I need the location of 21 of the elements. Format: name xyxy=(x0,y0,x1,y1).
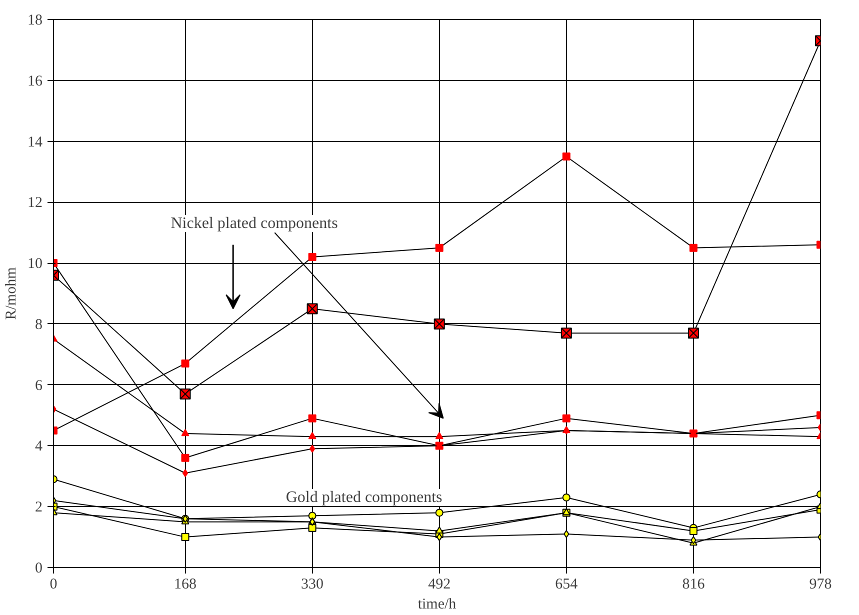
y-axis-title: R/mohm xyxy=(4,266,20,320)
x-tick-label: 654 xyxy=(555,576,578,592)
y-tick-label: 6 xyxy=(35,378,43,394)
y-tick-label: 14 xyxy=(28,134,43,150)
y-tick-label: 8 xyxy=(35,316,42,333)
annotation: Gold plated components xyxy=(286,488,442,506)
annotation: Nickel plated components xyxy=(170,214,338,232)
x-tick-label: 978 xyxy=(809,576,832,592)
x-tick-label: 168 xyxy=(174,576,197,592)
x-tick-label: 492 xyxy=(428,576,451,592)
x-tick-label: 0 xyxy=(50,576,58,592)
y-tick-label: 4 xyxy=(35,438,43,455)
x-tick-label: 330 xyxy=(301,576,324,592)
y-tick-label: 2 xyxy=(35,500,42,516)
y-tick-label: 12 xyxy=(28,195,42,212)
x-axis-title: time/h xyxy=(418,596,457,612)
x-tick-label: 816 xyxy=(682,576,706,592)
y-tick-label: 10 xyxy=(28,256,42,272)
y-tick-label: 0 xyxy=(35,560,42,576)
y-tick-label: 16 xyxy=(28,73,43,90)
y-tick-label: 18 xyxy=(28,12,42,28)
